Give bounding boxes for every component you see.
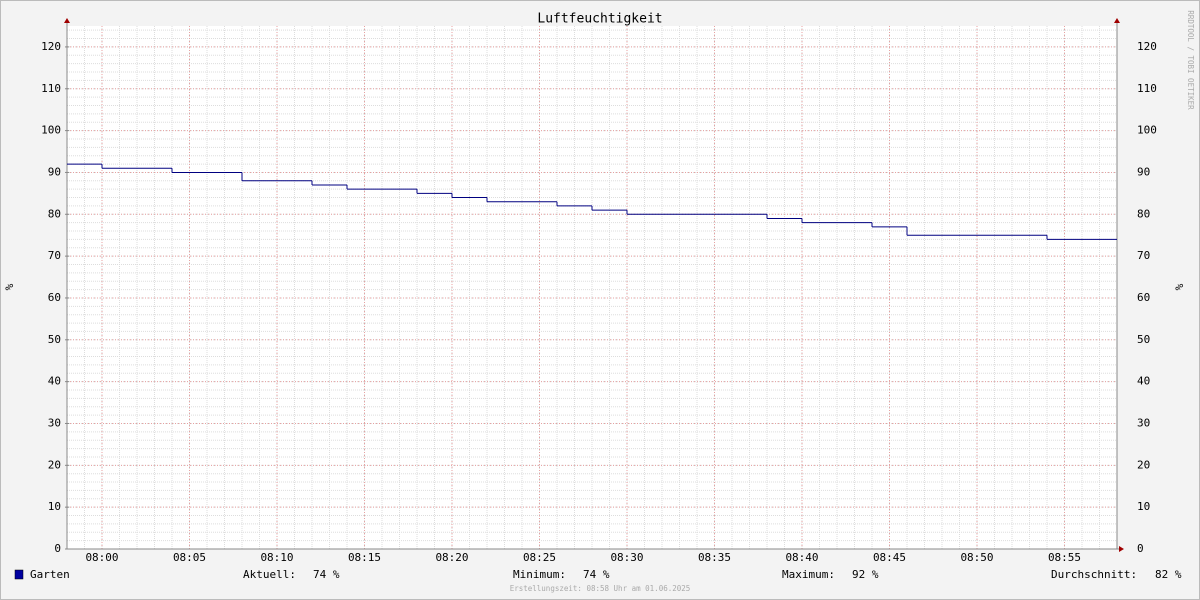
y2-tick-label: 80 bbox=[1137, 207, 1150, 220]
y2-tick-label: 120 bbox=[1137, 40, 1157, 53]
y-tick-label: 100 bbox=[41, 124, 61, 137]
x-tick-label: 08:20 bbox=[435, 551, 468, 564]
chart-title: Luftfeuchtigkeit bbox=[537, 12, 662, 27]
y2-tick-label: 30 bbox=[1137, 416, 1150, 429]
y-tick-label: 40 bbox=[48, 375, 61, 388]
y-tick-label: 70 bbox=[48, 249, 61, 262]
x-tick-label: 08:45 bbox=[873, 551, 906, 564]
x-tick-label: 08:25 bbox=[523, 551, 556, 564]
y2-tick-label: 60 bbox=[1137, 291, 1150, 304]
x-tick-label: 08:50 bbox=[960, 551, 993, 564]
y2-tick-label: 50 bbox=[1137, 333, 1150, 346]
stat-value: 82 % bbox=[1155, 568, 1182, 581]
x-tick-label: 08:30 bbox=[610, 551, 643, 564]
y-axis-label: % bbox=[3, 283, 16, 290]
x-tick-label: 08:00 bbox=[85, 551, 118, 564]
y2-tick-label: 10 bbox=[1137, 500, 1150, 513]
y2-axis-label: % bbox=[1173, 283, 1186, 290]
stat-label: Aktuell: bbox=[243, 568, 296, 581]
x-tick-label: 08:40 bbox=[785, 551, 818, 564]
footer: Erstellungszeit: 08:58 Uhr am 01.06.2025 bbox=[510, 584, 691, 593]
y2-tick-label: 0 bbox=[1137, 542, 1144, 555]
legend-label: Garten bbox=[30, 568, 70, 581]
legend-swatch bbox=[14, 569, 24, 580]
watermark: RRDTOOL / TOBI OETIKER bbox=[1186, 10, 1195, 110]
x-tick-label: 08:35 bbox=[698, 551, 731, 564]
axis-arrow bbox=[1119, 546, 1124, 552]
stat-value: 74 % bbox=[583, 568, 610, 581]
y-tick-label: 50 bbox=[48, 333, 61, 346]
y-tick-label: 110 bbox=[41, 82, 61, 95]
x-tick-label: 08:55 bbox=[1048, 551, 1081, 564]
y-tick-label: 10 bbox=[48, 500, 61, 513]
y-tick-label: 90 bbox=[48, 165, 61, 178]
stat-label: Durchschnitt: bbox=[1051, 568, 1137, 581]
x-tick-label: 08:05 bbox=[173, 551, 206, 564]
axis-arrow bbox=[64, 18, 70, 23]
y-tick-label: 20 bbox=[48, 458, 61, 471]
y-tick-label: 120 bbox=[41, 40, 61, 53]
x-tick-label: 08:10 bbox=[260, 551, 293, 564]
axis-arrow bbox=[1114, 18, 1120, 23]
stat-value: 74 % bbox=[313, 568, 340, 581]
stat-label: Maximum: bbox=[782, 568, 835, 581]
x-tick-label: 08:15 bbox=[348, 551, 381, 564]
y2-tick-label: 100 bbox=[1137, 124, 1157, 137]
stat-value: 92 % bbox=[852, 568, 879, 581]
y2-tick-label: 70 bbox=[1137, 249, 1150, 262]
y2-tick-label: 40 bbox=[1137, 375, 1150, 388]
y2-tick-label: 20 bbox=[1137, 458, 1150, 471]
stat-label: Minimum: bbox=[513, 568, 566, 581]
y-tick-label: 80 bbox=[48, 207, 61, 220]
y-tick-label: 60 bbox=[48, 291, 61, 304]
y2-tick-label: 90 bbox=[1137, 165, 1150, 178]
y2-tick-label: 110 bbox=[1137, 82, 1157, 95]
plot-area bbox=[67, 26, 1117, 549]
y-tick-label: 0 bbox=[54, 542, 61, 555]
y-tick-label: 30 bbox=[48, 416, 61, 429]
